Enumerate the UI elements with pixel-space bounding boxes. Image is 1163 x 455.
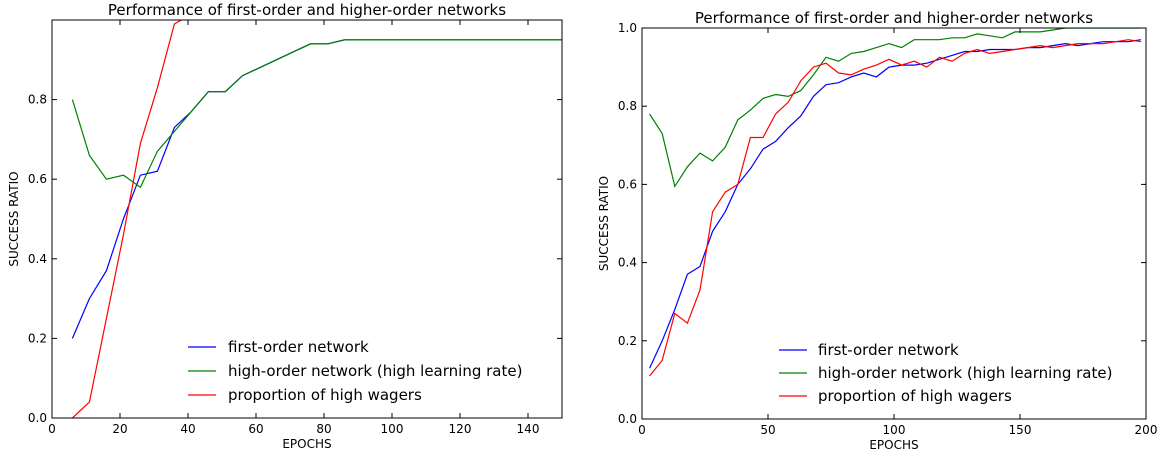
legend: first-order network high-order network (h… bbox=[779, 341, 1112, 405]
chart-2: 0 50 100 150 200 0.0 0.2 0.4 0.6 0.8 1.0 Performanc… bbox=[597, 9, 1157, 452]
x-tick-label: 60 bbox=[248, 422, 263, 436]
y-tick-label: 0.8 bbox=[618, 99, 637, 113]
x-tick-label: 40 bbox=[180, 422, 195, 436]
x-axis-label: EPOCHS bbox=[282, 437, 331, 451]
series-line-3 bbox=[649, 39, 1142, 377]
x-axis-label: EPOCHS bbox=[869, 438, 918, 452]
chart-title: Performance of first-order and higher-or… bbox=[108, 1, 506, 19]
y-tick-label: 0.0 bbox=[28, 411, 47, 425]
y-tick-label: 0.2 bbox=[28, 331, 47, 345]
y-tick-label: 0.0 bbox=[618, 412, 637, 426]
x-tick-label: 150 bbox=[1009, 423, 1032, 437]
legend-label-2: high-order network (high learning rate) bbox=[818, 364, 1112, 382]
series-line-1 bbox=[71, 39, 562, 339]
x-tick-label: 20 bbox=[112, 422, 127, 436]
y-tick-label: 0.4 bbox=[618, 256, 637, 270]
x-tick-label: 0 bbox=[48, 422, 56, 436]
legend-label-1: first-order network bbox=[818, 341, 959, 359]
chart-1: 0 20 40 60 80 100 120 140 0.0 0.2 0.4 0.6 0.8 Perform… bbox=[7, 1, 563, 451]
legend-label-3: proportion of high wagers bbox=[228, 386, 422, 404]
y-axis-label: SUCCESS RATIO bbox=[597, 176, 611, 271]
x-tick-label: 100 bbox=[381, 422, 404, 436]
x-tick-label: 50 bbox=[760, 423, 775, 437]
series-line-3 bbox=[71, 20, 182, 418]
x-tick-label: 120 bbox=[449, 422, 472, 436]
x-tick-label: 100 bbox=[883, 423, 906, 437]
legend-label-2: high-order network (high learning rate) bbox=[228, 362, 522, 380]
chart-title: Performance of first-order and higher-or… bbox=[695, 9, 1093, 27]
x-tick-label: 200 bbox=[1135, 423, 1158, 437]
y-tick-label: 1.0 bbox=[618, 21, 637, 35]
plot-frame bbox=[51, 19, 563, 419]
series-line-2 bbox=[649, 28, 1141, 188]
y-axis-label: SUCCESS RATIO bbox=[7, 171, 21, 266]
legend-label-3: proportion of high wagers bbox=[818, 387, 1012, 405]
y-tick-label: 0.4 bbox=[28, 252, 47, 266]
series-line-2 bbox=[71, 39, 562, 189]
legend: first-order network high-order network (h… bbox=[188, 338, 522, 404]
y-tick-label: 0.8 bbox=[28, 93, 47, 107]
y-tick-label: 0.2 bbox=[618, 334, 637, 348]
y-tick-label: 0.6 bbox=[28, 172, 47, 186]
legend-label-1: first-order network bbox=[228, 338, 369, 356]
series-line-1 bbox=[649, 39, 1142, 369]
y-tick-label: 0.6 bbox=[618, 177, 637, 191]
x-tick-label: 140 bbox=[517, 422, 540, 436]
x-tick-label: 0 bbox=[638, 423, 646, 437]
x-tick-label: 80 bbox=[316, 422, 331, 436]
